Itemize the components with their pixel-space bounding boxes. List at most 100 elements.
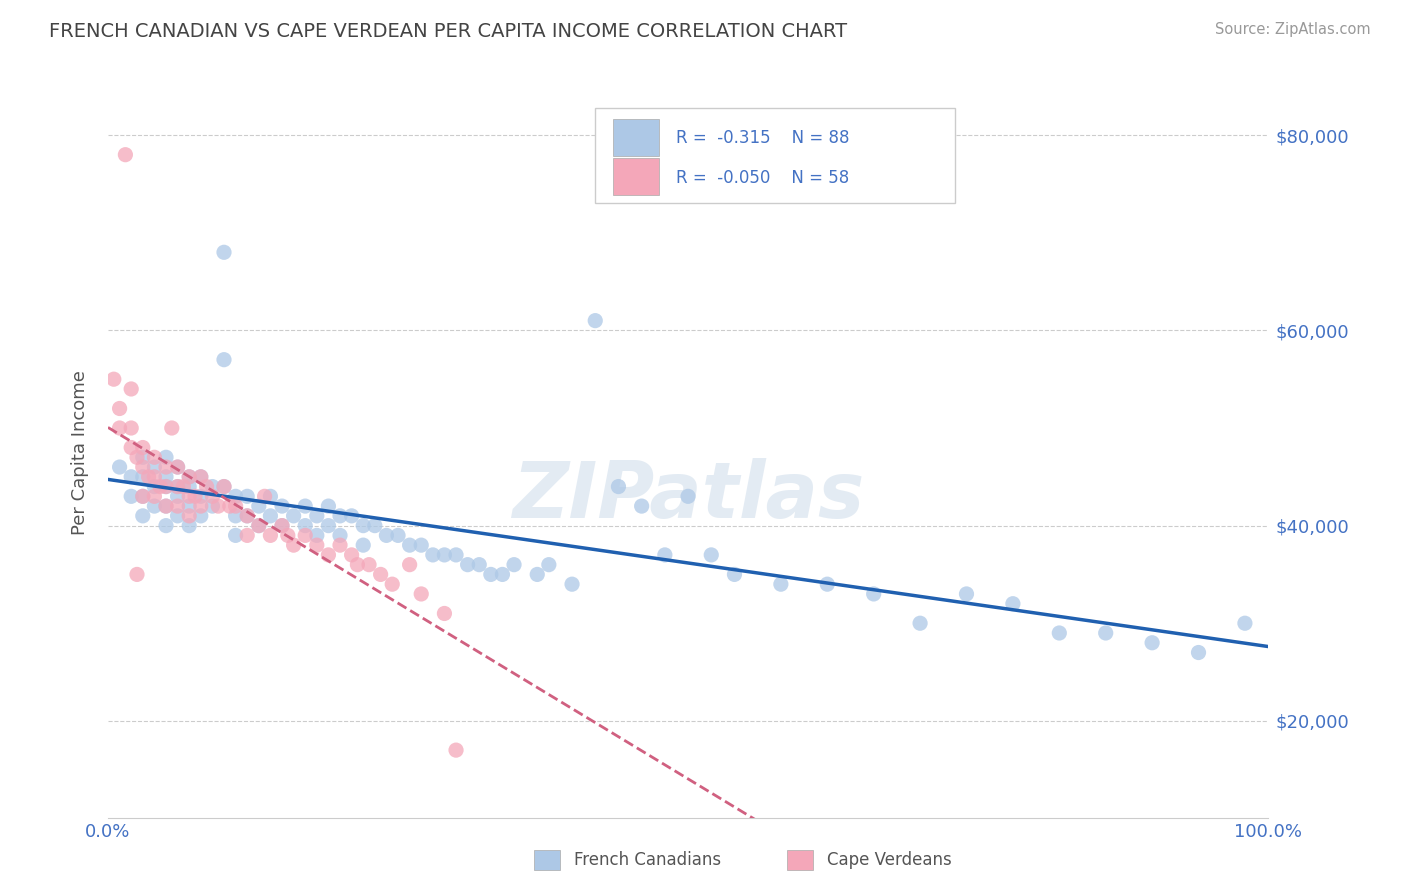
Point	[143, 450, 166, 465]
Point	[318, 499, 340, 513]
Point	[398, 538, 420, 552]
Point	[271, 518, 294, 533]
Point	[1187, 646, 1209, 660]
Point	[329, 528, 352, 542]
Text: R =  -0.050    N = 58: R = -0.050 N = 58	[676, 169, 849, 186]
Point	[526, 567, 548, 582]
Point	[179, 499, 201, 513]
Point	[491, 567, 513, 582]
Point	[143, 499, 166, 513]
Point	[1047, 626, 1070, 640]
Point	[155, 470, 177, 484]
Point	[120, 441, 142, 455]
Text: FRENCH CANADIAN VS CAPE VERDEAN PER CAPITA INCOME CORRELATION CHART: FRENCH CANADIAN VS CAPE VERDEAN PER CAPI…	[49, 22, 848, 41]
Point	[357, 558, 380, 572]
Point	[444, 743, 467, 757]
FancyBboxPatch shape	[613, 120, 659, 156]
Point	[468, 558, 491, 572]
Point	[166, 460, 188, 475]
Point	[212, 479, 235, 493]
Point	[143, 460, 166, 475]
Point	[908, 616, 931, 631]
Point	[225, 499, 247, 513]
Point	[132, 450, 155, 465]
Point	[305, 508, 328, 523]
Y-axis label: Per Capita Income: Per Capita Income	[72, 370, 89, 535]
Point	[253, 489, 276, 503]
Point	[195, 479, 218, 493]
Point	[125, 450, 148, 465]
Point	[862, 587, 884, 601]
Point	[166, 499, 188, 513]
Text: Source: ZipAtlas.com: Source: ZipAtlas.com	[1215, 22, 1371, 37]
Point	[218, 499, 240, 513]
Point	[352, 518, 374, 533]
Point	[155, 499, 177, 513]
Point	[381, 577, 404, 591]
Point	[318, 548, 340, 562]
Point	[370, 567, 392, 582]
Point	[179, 470, 201, 484]
Point	[676, 489, 699, 503]
Point	[259, 528, 281, 542]
Point	[143, 489, 166, 503]
Point	[179, 479, 201, 493]
Point	[283, 538, 305, 552]
Point	[155, 479, 177, 493]
Point	[294, 518, 316, 533]
Point	[583, 313, 606, 327]
Text: French Canadians: French Canadians	[574, 851, 721, 869]
Point	[225, 489, 247, 503]
Point	[329, 508, 352, 523]
Point	[212, 245, 235, 260]
Point	[271, 499, 294, 513]
Point	[398, 558, 420, 572]
Point	[132, 489, 155, 503]
Point	[433, 548, 456, 562]
Point	[433, 607, 456, 621]
Point	[700, 548, 723, 562]
Point	[190, 470, 212, 484]
Point	[225, 508, 247, 523]
Point	[955, 587, 977, 601]
Point	[166, 460, 188, 475]
Point	[387, 528, 409, 542]
Point	[457, 558, 479, 572]
Point	[138, 470, 160, 484]
Point	[422, 548, 444, 562]
Point	[236, 508, 259, 523]
Point	[723, 567, 745, 582]
Point	[108, 401, 131, 416]
Point	[166, 489, 188, 503]
Point	[201, 499, 224, 513]
Point	[166, 508, 188, 523]
Point	[247, 518, 270, 533]
FancyBboxPatch shape	[595, 108, 955, 203]
Point	[305, 538, 328, 552]
Point	[155, 479, 177, 493]
Point	[247, 499, 270, 513]
Point	[190, 508, 212, 523]
Point	[120, 421, 142, 435]
Point	[537, 558, 560, 572]
Text: R =  -0.315    N = 88: R = -0.315 N = 88	[676, 128, 851, 146]
Point	[277, 528, 299, 542]
Point	[155, 499, 177, 513]
Point	[179, 470, 201, 484]
Point	[166, 479, 188, 493]
Point	[630, 499, 652, 513]
Point	[184, 489, 207, 503]
Point	[479, 567, 502, 582]
Point	[179, 489, 201, 503]
Point	[160, 421, 183, 435]
Point	[108, 421, 131, 435]
Point	[346, 558, 368, 572]
Point	[444, 548, 467, 562]
Point	[143, 479, 166, 493]
Point	[247, 518, 270, 533]
Point	[125, 567, 148, 582]
Point	[1001, 597, 1024, 611]
Point	[149, 479, 172, 493]
Point	[166, 479, 188, 493]
Point	[329, 538, 352, 552]
